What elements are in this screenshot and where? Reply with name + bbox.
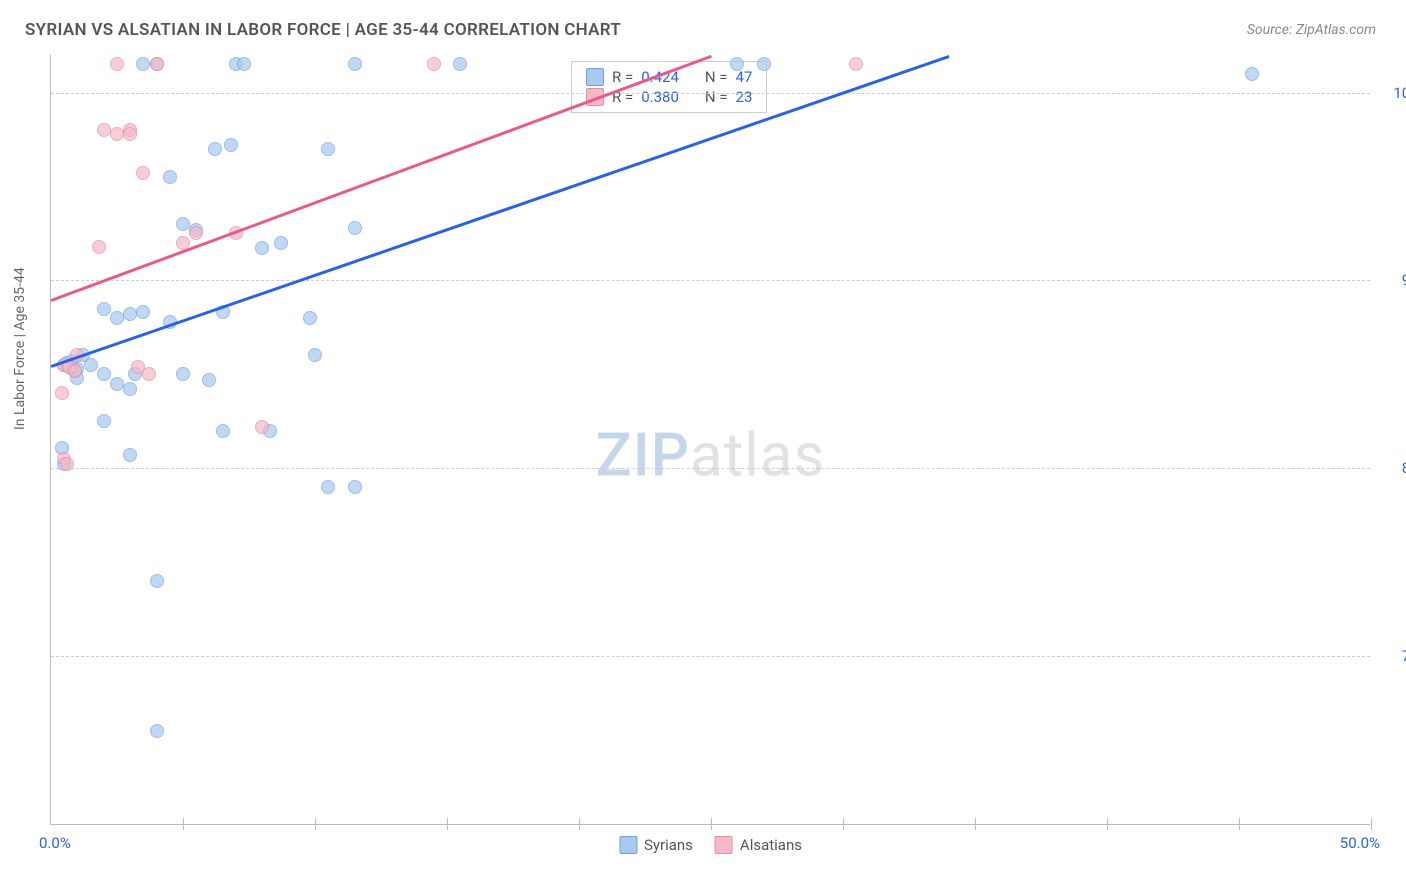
x-tick	[447, 818, 448, 830]
x-tick	[183, 818, 184, 830]
data-point-syrians	[150, 724, 164, 738]
data-point-syrians	[216, 424, 230, 438]
data-point-alsatians	[68, 364, 82, 378]
x-axis-max-label: 50.0%	[1340, 834, 1380, 852]
data-point-syrians	[224, 138, 238, 152]
legend-n-label: N =	[705, 88, 728, 106]
data-point-alsatians	[92, 240, 106, 254]
data-point-syrians	[730, 57, 744, 71]
data-point-alsatians	[60, 457, 74, 471]
x-tick	[1239, 818, 1240, 830]
data-point-syrians	[348, 480, 362, 494]
y-tick-label: 100.0%	[1393, 84, 1406, 102]
data-point-syrians	[110, 377, 124, 391]
y-tick-label: 80.0%	[1402, 459, 1406, 477]
data-point-syrians	[136, 57, 150, 71]
gridline-h	[51, 468, 1370, 469]
data-point-syrians	[176, 217, 190, 231]
gridline-h	[51, 656, 1370, 657]
gridline-h	[51, 280, 1370, 281]
data-point-syrians	[348, 57, 362, 71]
data-point-alsatians	[255, 420, 269, 434]
legend-swatch	[586, 68, 604, 86]
data-point-alsatians	[189, 226, 203, 240]
series-legend-item: Syrians	[619, 836, 693, 854]
data-point-syrians	[255, 241, 269, 255]
gridline-h	[51, 93, 1370, 94]
data-point-syrians	[757, 57, 771, 71]
data-point-syrians	[150, 574, 164, 588]
data-point-alsatians	[123, 127, 137, 141]
data-point-alsatians	[110, 127, 124, 141]
data-point-syrians	[110, 311, 124, 325]
source-attribution: Source: ZipAtlas.com	[1247, 22, 1376, 38]
data-point-syrians	[303, 311, 317, 325]
data-point-syrians	[84, 358, 98, 372]
x-tick	[843, 818, 844, 830]
data-point-alsatians	[849, 57, 863, 71]
x-tick	[1371, 818, 1372, 830]
watermark-atlas: atlas	[690, 419, 825, 490]
data-point-syrians	[453, 57, 467, 71]
legend-n-label: N =	[705, 68, 728, 86]
data-point-alsatians	[97, 123, 111, 137]
data-point-alsatians	[142, 367, 156, 381]
data-point-syrians	[308, 348, 322, 362]
data-point-alsatians	[55, 386, 69, 400]
x-tick	[1107, 818, 1108, 830]
data-point-syrians	[1245, 67, 1259, 81]
legend-r-label: R =	[612, 68, 633, 86]
legend-swatch	[619, 836, 637, 854]
y-tick-label: 90.0%	[1402, 271, 1406, 289]
chart-title: SYRIAN VS ALSATIAN IN LABOR FORCE | AGE …	[25, 20, 621, 40]
data-point-syrians	[348, 221, 362, 235]
trend-line-syrians	[51, 55, 949, 367]
data-point-syrians	[321, 142, 335, 156]
data-point-syrians	[208, 142, 222, 156]
series-legend-item: Alsatians	[715, 836, 802, 854]
data-point-alsatians	[150, 57, 164, 71]
x-tick	[711, 818, 712, 830]
chart-container: SYRIAN VS ALSATIAN IN LABOR FORCE | AGE …	[0, 0, 1406, 892]
data-point-alsatians	[110, 57, 124, 71]
data-point-syrians	[136, 305, 150, 319]
plot-area: ZIPatlas R =0.424N =47R =0.380N =23 0.0%…	[50, 55, 1370, 825]
y-tick-label: 70.0%	[1402, 647, 1406, 665]
data-point-syrians	[237, 57, 251, 71]
watermark: ZIPatlas	[596, 419, 826, 490]
series-legend: Syrians Alsatians	[619, 836, 802, 854]
data-point-syrians	[202, 373, 216, 387]
legend-r-value: 0.380	[641, 88, 679, 106]
series-name: Alsatians	[740, 836, 802, 854]
legend-swatch	[715, 836, 733, 854]
watermark-zip: ZIP	[596, 419, 690, 490]
legend-n-value: 23	[736, 88, 753, 106]
data-point-syrians	[123, 448, 137, 462]
data-point-syrians	[123, 307, 137, 321]
data-point-syrians	[97, 367, 111, 381]
data-point-syrians	[176, 367, 190, 381]
y-axis-label: In Labor Force | Age 35-44	[12, 267, 28, 430]
data-point-syrians	[97, 414, 111, 428]
data-point-alsatians	[136, 166, 150, 180]
x-axis-min-label: 0.0%	[39, 834, 71, 852]
data-point-alsatians	[427, 57, 441, 71]
x-tick	[579, 818, 580, 830]
x-tick	[975, 818, 976, 830]
data-point-syrians	[123, 382, 137, 396]
data-point-syrians	[163, 170, 177, 184]
data-point-syrians	[321, 480, 335, 494]
series-name: Syrians	[644, 836, 693, 854]
x-tick	[315, 818, 316, 830]
data-point-syrians	[97, 302, 111, 316]
data-point-syrians	[274, 236, 288, 250]
